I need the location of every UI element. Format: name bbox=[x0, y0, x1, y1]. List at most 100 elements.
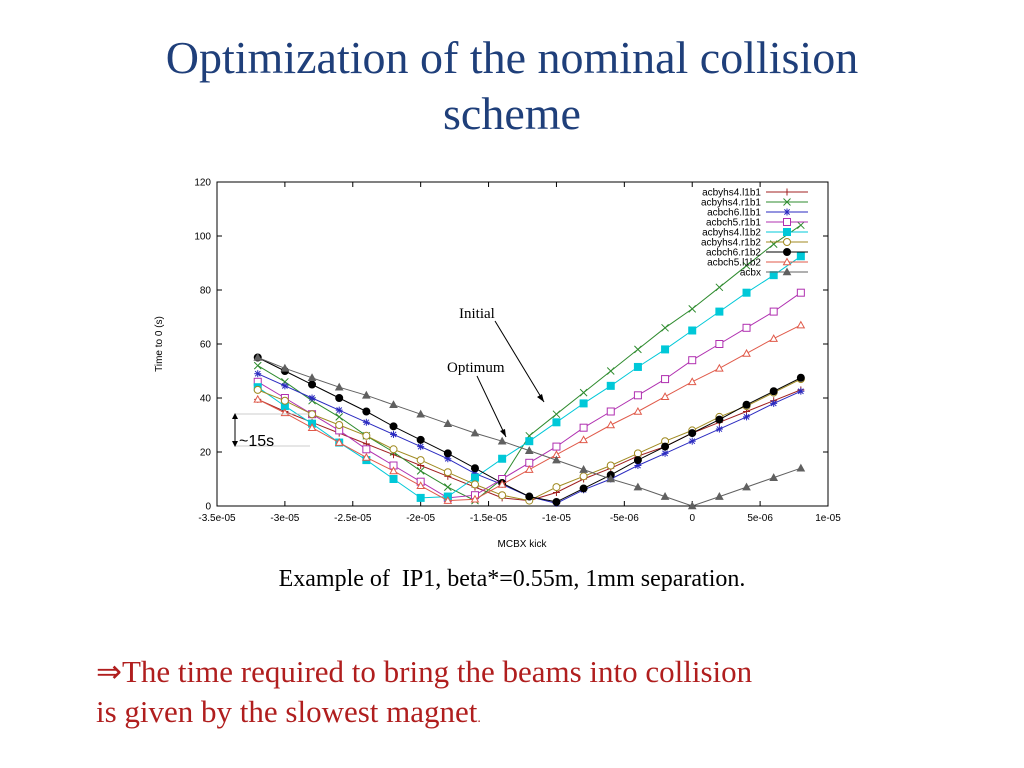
y-tick-label: 120 bbox=[194, 178, 211, 189]
bracket-arrow-up bbox=[232, 413, 238, 419]
conclusion-text: ⇒The time required to bring the beams in… bbox=[96, 652, 976, 739]
x-tick-label: -3.5e-05 bbox=[198, 513, 236, 524]
data-point bbox=[715, 415, 724, 424]
data-point bbox=[470, 473, 479, 482]
data-point bbox=[470, 480, 479, 489]
legend-swatch-marker bbox=[782, 267, 792, 276]
data-point bbox=[552, 497, 561, 506]
data-point bbox=[633, 391, 642, 400]
annotation-initial: Initial bbox=[459, 306, 495, 322]
data-point bbox=[389, 445, 398, 454]
x-tick-label: -1.5e-05 bbox=[470, 513, 508, 524]
y-tick-label: 80 bbox=[200, 286, 212, 297]
legend-label: acbyhs4.l1b1 bbox=[702, 188, 761, 199]
data-point bbox=[362, 390, 371, 399]
data-point bbox=[742, 348, 751, 357]
data-point bbox=[253, 394, 263, 403]
conclusion-line2: is given by the slowest magnet bbox=[96, 694, 478, 729]
data-point bbox=[525, 437, 534, 446]
data-point bbox=[253, 352, 263, 361]
data-point bbox=[661, 345, 670, 354]
data-point bbox=[443, 483, 452, 491]
slide-title-line2: scheme bbox=[443, 88, 581, 139]
data-point bbox=[307, 423, 317, 431]
legend-label: acbch5.l1b2 bbox=[707, 258, 761, 269]
data-point bbox=[443, 468, 452, 477]
data-point bbox=[443, 419, 453, 427]
data-point bbox=[769, 387, 778, 396]
x-tick-label: 5e-06 bbox=[747, 513, 773, 524]
annotation-initial-arrow bbox=[494, 320, 545, 403]
data-point bbox=[633, 449, 642, 458]
data-point bbox=[661, 449, 669, 457]
data-point bbox=[416, 409, 426, 418]
legend-swatch-marker bbox=[783, 188, 791, 196]
data-point bbox=[552, 410, 561, 419]
data-point bbox=[796, 221, 805, 230]
y-tick-label: 0 bbox=[205, 502, 211, 513]
data-point bbox=[579, 472, 588, 481]
data-point bbox=[389, 422, 398, 431]
data-point bbox=[579, 435, 588, 444]
data-point bbox=[687, 377, 697, 386]
data-point bbox=[334, 382, 344, 391]
data-point bbox=[497, 436, 507, 445]
data-point bbox=[254, 370, 262, 378]
x-tick-label: 1e-05 bbox=[815, 513, 841, 524]
data-point bbox=[307, 373, 317, 382]
data-point bbox=[470, 494, 480, 503]
data-point bbox=[470, 464, 479, 473]
data-point bbox=[497, 479, 507, 488]
legend-swatch-marker bbox=[783, 198, 791, 206]
data-point bbox=[742, 261, 751, 270]
data-point bbox=[715, 492, 724, 500]
legend-swatch-marker bbox=[783, 238, 791, 246]
legend-swatch-marker bbox=[782, 257, 792, 266]
data-point bbox=[552, 455, 561, 464]
data-point bbox=[606, 461, 615, 470]
data-point bbox=[797, 387, 805, 395]
data-point bbox=[579, 465, 588, 473]
data-point bbox=[688, 326, 697, 335]
x-axis-label: MCBX kick bbox=[498, 539, 548, 550]
data-point bbox=[579, 399, 588, 408]
x-tick-label: 0 bbox=[689, 513, 695, 524]
data-point bbox=[606, 407, 615, 416]
data-point bbox=[688, 429, 697, 438]
legend-swatch-marker bbox=[783, 218, 791, 226]
data-point bbox=[524, 465, 534, 473]
data-point bbox=[335, 394, 344, 402]
series-layer bbox=[253, 221, 806, 510]
data-point bbox=[335, 413, 344, 421]
data-point bbox=[660, 392, 670, 400]
data-point bbox=[579, 388, 588, 397]
data-point bbox=[335, 421, 344, 429]
data-point bbox=[769, 307, 778, 316]
data-point bbox=[389, 400, 398, 409]
data-point bbox=[661, 442, 670, 451]
y-tick-label: 60 bbox=[200, 340, 212, 351]
chart-caption: Example of IP1, beta*=0.55m, 1mm separat… bbox=[278, 566, 746, 592]
data-point bbox=[470, 428, 480, 437]
data-point bbox=[579, 484, 588, 493]
data-point bbox=[633, 456, 642, 465]
data-point bbox=[416, 467, 425, 475]
data-point bbox=[633, 406, 643, 415]
time-vs-kick-chart: -3.5e-05 -3e-05 -2.5e-05 -2e-05 -1.5e-05 -1e-… bbox=[154, 178, 841, 551]
data-point bbox=[688, 437, 696, 445]
data-point bbox=[552, 442, 561, 451]
data-point bbox=[498, 491, 507, 500]
data-point bbox=[335, 406, 343, 414]
data-point bbox=[552, 483, 561, 492]
data-point bbox=[796, 252, 805, 261]
axis-ticks: -3.5e-05 -3e-05 -2.5e-05 -2e-05 -1.5e-05 -1e-… bbox=[194, 178, 841, 525]
data-point bbox=[606, 381, 615, 390]
x-tick-label: -2e-05 bbox=[406, 513, 435, 524]
conclusion-line1: The time required to bring the beams int… bbox=[121, 654, 753, 689]
data-point bbox=[280, 363, 290, 372]
legend-label: acbyhs4.r1b2 bbox=[701, 238, 761, 249]
y-tick-label: 100 bbox=[194, 232, 211, 243]
data-point bbox=[796, 373, 805, 382]
data-point bbox=[308, 394, 316, 402]
conclusion-period: . bbox=[477, 711, 481, 726]
